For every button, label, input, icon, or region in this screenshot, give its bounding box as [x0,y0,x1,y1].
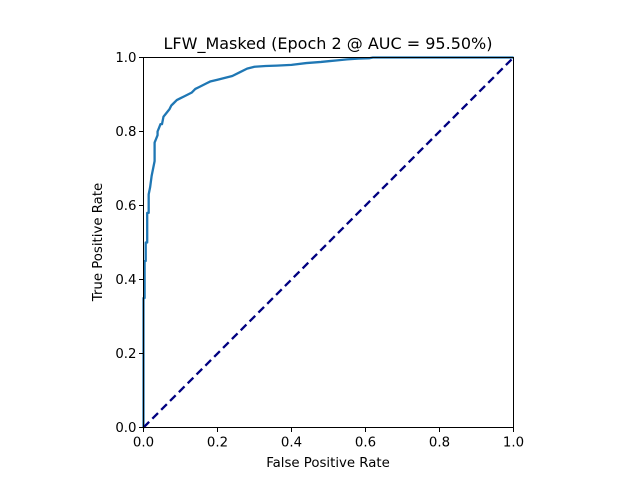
x-tick-label: 0.8 [429,436,450,451]
y-tick-label: 0.2 [115,347,136,362]
x-tick-label: 0.6 [355,436,376,451]
plot-frame [143,57,514,428]
y-tick-label: 1.0 [115,51,136,66]
roc-curve-line [142,56,514,428]
y-axis-label: True Positive Rate [91,183,106,302]
ticks-layer: 0.0 0.2 0.4 0.6 0.8 1.0 0.0 0.2 0.4 0.6 0.8 1.0 [115,51,524,451]
series-layer [142,56,515,429]
y-tick-label: 0.4 [115,273,136,288]
chart-title: LFW_Masked (Epoch 2 @ AUC = 95.50%) [164,34,493,54]
x-axis-label: False Positive Rate [266,456,390,471]
x-tick-label: 0.2 [207,436,228,451]
y-tick-label: 0.0 [115,421,136,436]
y-tick-label: 0.8 [115,125,136,140]
x-tick-label: 0.0 [133,436,154,451]
y-tick-label: 0.6 [115,199,136,214]
x-tick-label: 0.4 [281,436,302,451]
x-tick-label: 1.0 [503,436,524,451]
